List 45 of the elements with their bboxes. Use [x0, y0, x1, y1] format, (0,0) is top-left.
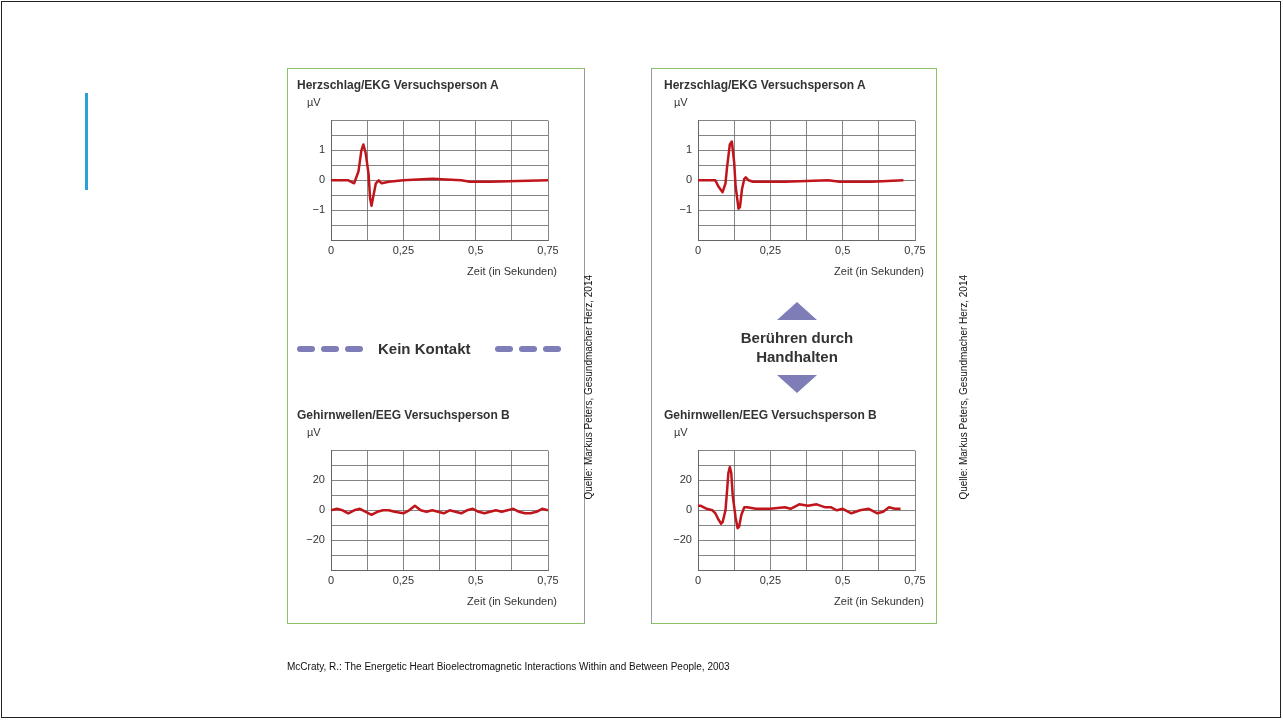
- x-tick-label: 0: [694, 243, 702, 256]
- x-axis-title: Zeit (in Sekunden): [833, 265, 924, 277]
- x-tick-label: 0,75: [904, 573, 926, 586]
- y-tick-label: 0: [685, 503, 692, 516]
- x-tick-label: 0,5: [468, 243, 484, 256]
- text: Kein Kontakt: [378, 339, 471, 358]
- y-tick-label: 0: [685, 173, 692, 186]
- text: McCraty, R.: The Energetic Heart Bioelectromagnetic Interactions Within and Between People, 2003: [287, 661, 730, 672]
- x-tick-label: 0,75: [904, 243, 926, 256]
- chart-title: Gehirnwellen/EEG Versuchsperson B: [664, 408, 877, 422]
- chart-title: Gehirnwellen/EEG Versuchsperson B: [297, 408, 510, 422]
- chart-title: Herzschlag/EKG Versuchsperson A: [664, 78, 866, 92]
- x-tick-label: 0,5: [468, 573, 484, 586]
- text: Berühren durch Handhalten: [739, 328, 855, 366]
- x-tick-label: 0: [694, 573, 702, 586]
- y-tick-label: 1: [318, 143, 325, 156]
- x-axis-title: Zeit (in Sekunden): [466, 265, 557, 277]
- x-tick-label: 0,5: [835, 243, 851, 256]
- y-axis-title: µV: [674, 426, 688, 438]
- chart-title: Herzschlag/EKG Versuchsperson A: [297, 78, 499, 92]
- source-note: Quelle: Markus Peters, Gesundmacher Herz, 2014: [958, 275, 969, 500]
- x-tick-label: 0: [327, 573, 335, 586]
- x-axis-title: Zeit (in Sekunden): [466, 595, 557, 607]
- x-tick-label: 0,25: [759, 573, 782, 586]
- y-tick-label: 0: [318, 173, 325, 186]
- x-axis-title: Zeit (in Sekunden): [833, 595, 924, 607]
- y-axis-title: µV: [307, 426, 321, 438]
- x-tick-label: 0,25: [392, 243, 415, 256]
- x-tick-label: 0,75: [537, 243, 559, 256]
- y-tick-label: 1: [685, 143, 692, 156]
- y-tick-label: −1: [312, 203, 325, 216]
- source-note: Quelle: Markus Peters, Gesundmacher Herz, 2014: [583, 275, 594, 500]
- y-tick-label: 0: [318, 503, 325, 516]
- y-axis-title: µV: [307, 96, 321, 108]
- x-tick-label: 0,25: [759, 243, 782, 256]
- x-tick-label: 0,5: [835, 573, 851, 586]
- y-tick-label: 20: [679, 473, 692, 486]
- y-tick-label: −20: [673, 533, 692, 546]
- y-tick-label: −20: [306, 533, 325, 546]
- x-tick-label: 0: [327, 243, 335, 256]
- x-tick-label: 0,25: [392, 573, 415, 586]
- y-axis-title: µV: [674, 96, 688, 108]
- y-tick-label: 20: [312, 473, 325, 486]
- y-tick-label: −1: [679, 203, 692, 216]
- x-tick-label: 0,75: [537, 573, 559, 586]
